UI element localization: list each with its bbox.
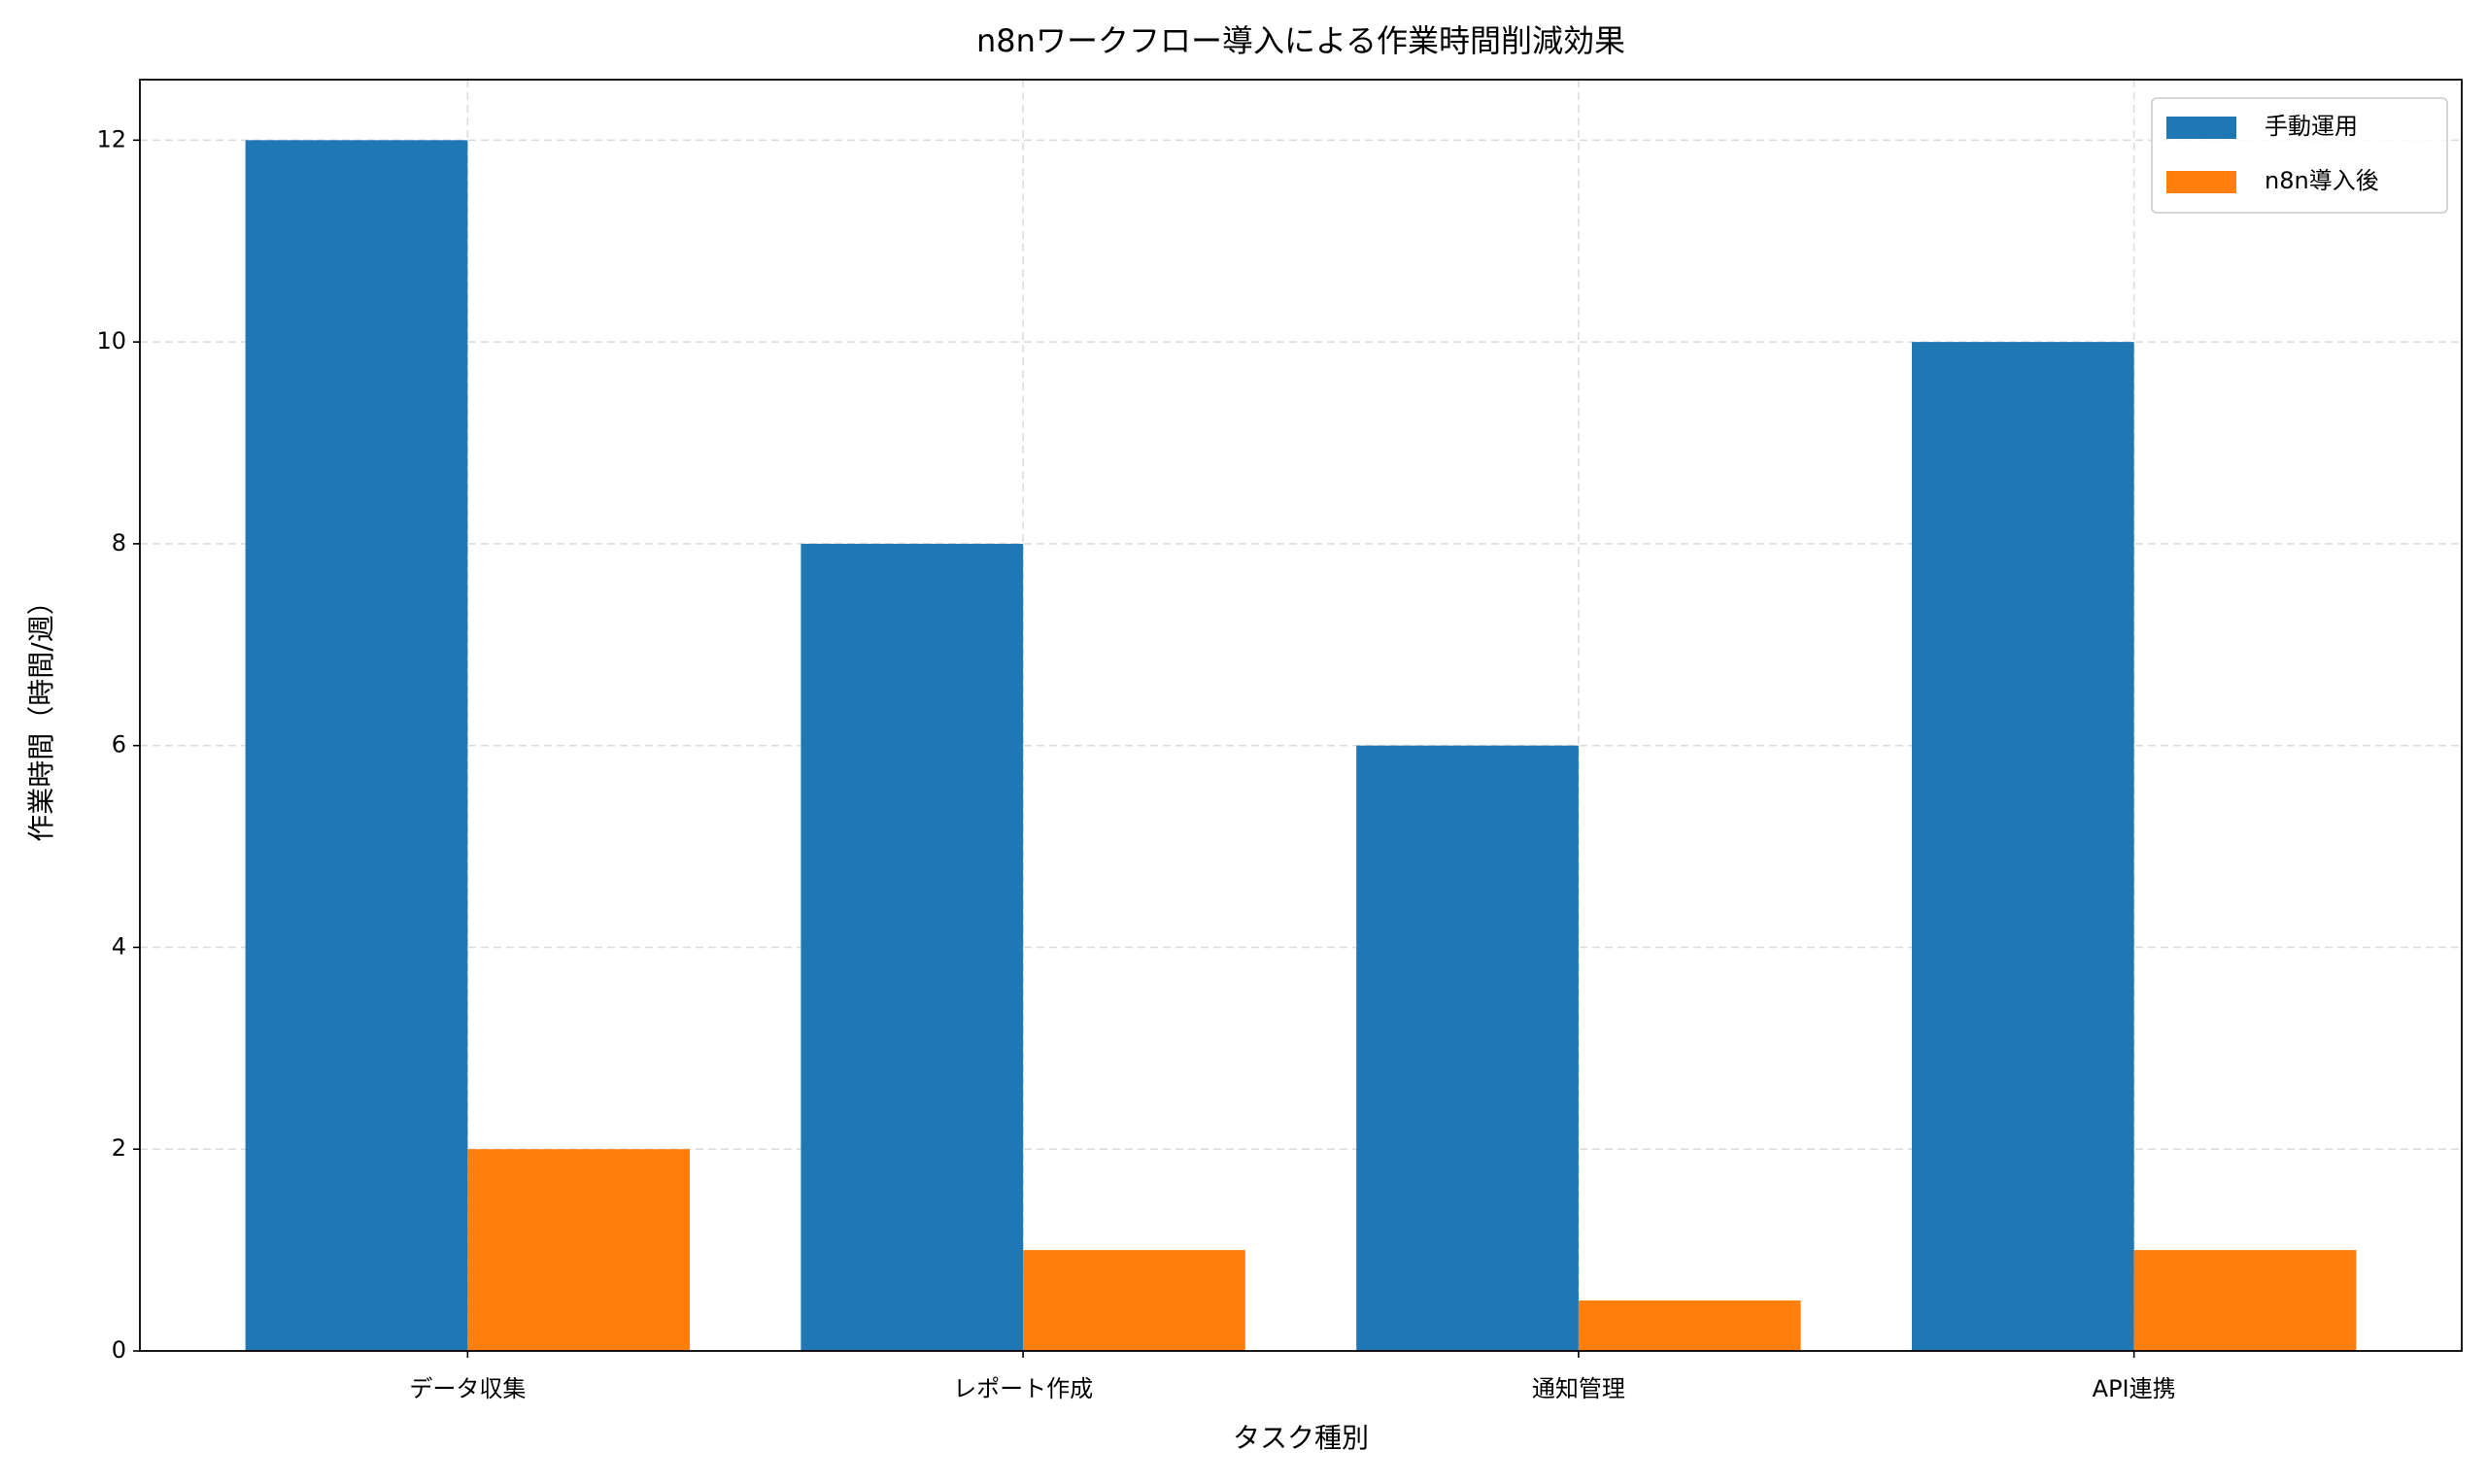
x-axis-label: タスク種別 [1233,1422,1369,1454]
x-tick-label: レポート作成 [953,1375,1093,1402]
legend-swatch [2166,117,2236,139]
bar [1911,342,2134,1352]
y-tick-label: 2 [112,1134,126,1162]
chart-title: n8nワークフロー導入による作業時間削減効果 [976,22,1625,59]
bar [467,1149,691,1351]
y-tick-label: 0 [112,1336,126,1364]
y-tick-label: 6 [112,731,126,759]
y-tick-label: 4 [112,932,126,960]
bar [1356,745,1579,1351]
x-tick-label: 通知管理 [1532,1375,1625,1402]
legend-swatch [2166,171,2236,193]
x-tick-label: データ収集 [409,1375,526,1402]
y-tick-label: 8 [112,529,126,556]
legend-label: 手動運用 [2265,113,2358,140]
plot-frame [139,79,2463,1352]
bar [1578,1300,1801,1351]
bar [245,140,468,1351]
y-tick-label: 12 [96,125,126,152]
y-tick-label: 10 [96,327,126,354]
legend-label: n8n導入後 [2265,167,2379,194]
bar [801,543,1024,1351]
bar [2133,1250,2357,1351]
bar [1023,1250,1245,1351]
y-axis-label: 作業時間（時間/週） [25,588,57,841]
x-tick-label: API連携 [2093,1375,2176,1402]
